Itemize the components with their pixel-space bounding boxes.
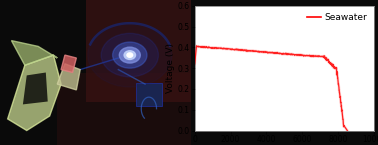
Circle shape — [88, 23, 172, 87]
Bar — [57, 72, 191, 145]
Polygon shape — [61, 55, 76, 72]
Polygon shape — [57, 64, 80, 90]
Circle shape — [127, 53, 133, 57]
Polygon shape — [8, 55, 61, 130]
Y-axis label: Voltage (V): Voltage (V) — [166, 43, 175, 93]
Circle shape — [113, 42, 147, 68]
Polygon shape — [23, 72, 48, 104]
Legend: Seawater: Seawater — [304, 10, 370, 25]
Circle shape — [101, 33, 158, 77]
Circle shape — [119, 47, 140, 63]
FancyBboxPatch shape — [136, 83, 162, 106]
Circle shape — [124, 51, 136, 59]
Polygon shape — [11, 41, 57, 65]
Bar — [86, 0, 191, 102]
